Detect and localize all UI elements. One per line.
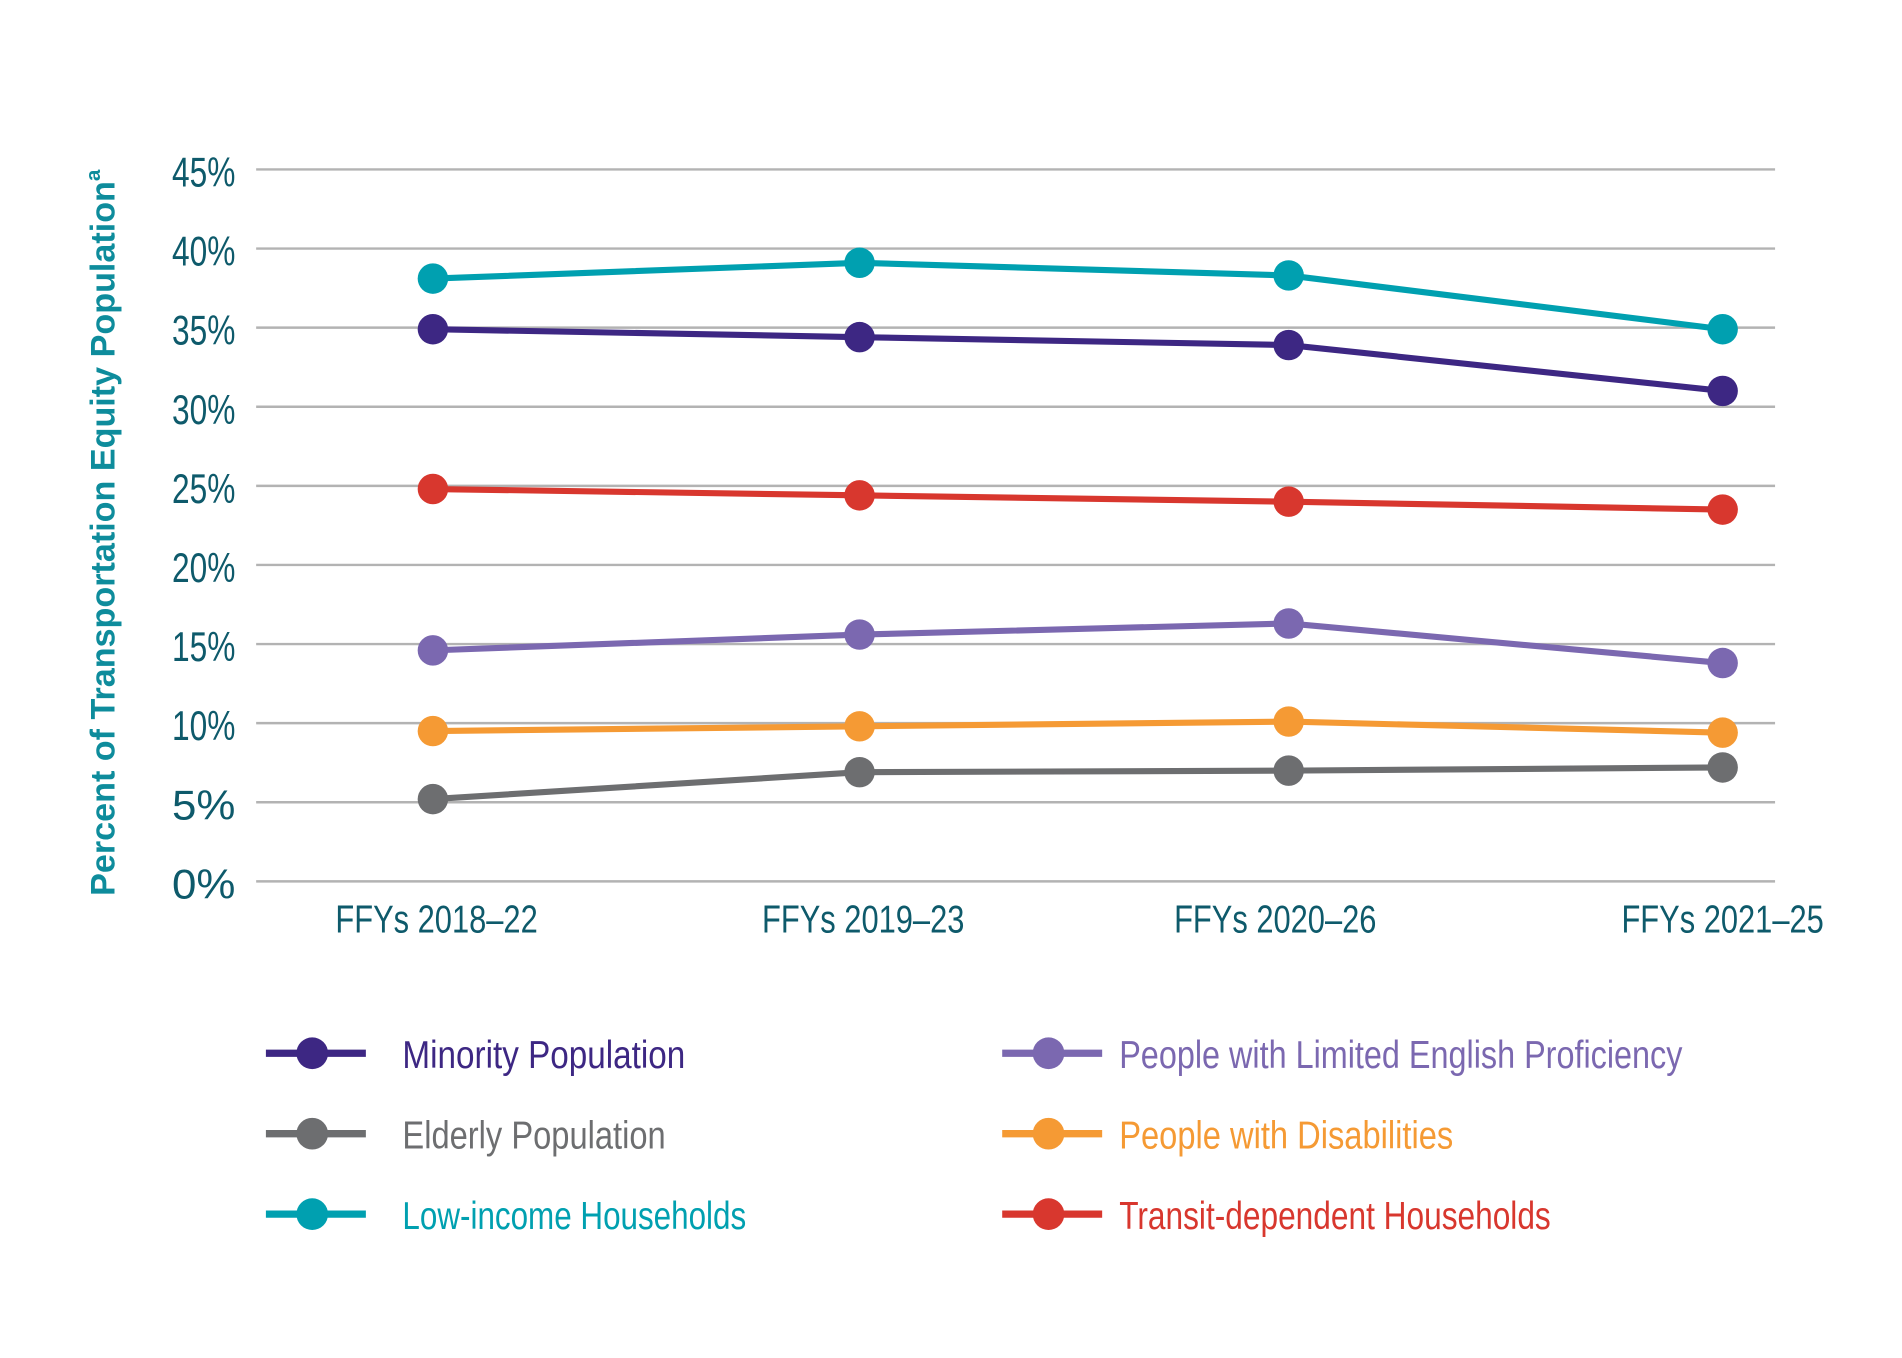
y-tick-label: 10%: [172, 702, 235, 749]
series-line: [432, 764, 1723, 803]
data-point: [1707, 752, 1738, 783]
series-line: [432, 718, 1723, 736]
legend-label: Minority Population: [402, 1034, 685, 1077]
y-tick-label: 45%: [172, 149, 235, 196]
y-tick-label: 5%: [172, 781, 235, 828]
data-point: [1273, 706, 1304, 737]
legend-label: Low-income Households: [402, 1195, 746, 1238]
data-point: [417, 263, 449, 294]
series-line: [432, 620, 1723, 667]
data-point: [1273, 329, 1304, 361]
legend-item: People with Limited English Proficiency: [1002, 1034, 1683, 1077]
legend-item: Transit-dependent Households: [1002, 1195, 1551, 1238]
data-point: [1707, 494, 1738, 525]
legend-label: Transit-dependent Households: [1119, 1195, 1551, 1238]
y-tick-label: 20%: [172, 544, 235, 591]
data-point: [1273, 608, 1304, 639]
data-point: [844, 711, 875, 742]
series-line: [432, 259, 1724, 333]
series-line: [432, 326, 1723, 394]
x-axis-ticks: FFYs 2018–22 FFYs 2019–23 FFYs 2020–26 FFYs…: [335, 899, 1823, 942]
legend-label: People with Limited English Proficiency: [1119, 1034, 1683, 1077]
data-point: [844, 756, 875, 788]
y-axis-ticks: 0% 5% 10% 15% 20% 25% 30% 35% 40% 45%: [172, 149, 235, 908]
legend-dot-icon: [296, 1037, 329, 1070]
x-tick-label: FFYs 2020–26: [1174, 899, 1376, 942]
data-point: [417, 715, 449, 747]
data-point: [1273, 486, 1304, 517]
legend-label: People with Disabilities: [1119, 1114, 1453, 1157]
data-point: [417, 635, 449, 666]
y-tick-label: 30%: [172, 386, 235, 433]
legend-dot-icon: [1032, 1198, 1065, 1231]
legend-dot-icon: [296, 1117, 329, 1150]
legend-label: Elderly Population: [402, 1114, 665, 1157]
data-point: [1707, 717, 1738, 748]
x-tick-label: FFYs 2019–23: [762, 899, 964, 942]
y-tick-label: 0%: [172, 860, 235, 907]
data-point: [844, 321, 875, 353]
legend-dot-icon: [1032, 1117, 1065, 1150]
data-point: [1707, 375, 1738, 407]
legend-dot-icon: [296, 1198, 329, 1231]
gridlines: [256, 168, 1776, 883]
data-point: [417, 473, 449, 505]
data-point: [844, 480, 875, 511]
y-tick-label: 35%: [172, 307, 235, 354]
series-lines: [417, 247, 1738, 815]
y-axis-label: Percent of Transportation Equity Populat…: [82, 169, 123, 896]
legend-item: Low-income Households: [265, 1195, 746, 1238]
data-point: [1273, 260, 1304, 291]
legend-item: Elderly Population: [265, 1114, 666, 1157]
data-point: [844, 247, 875, 279]
x-tick-label: FFYs 2018–22: [335, 899, 537, 942]
legend: Minority Population Elderly Population Low…: [265, 1034, 1683, 1238]
x-tick-label: FFYs 2021–25: [1621, 899, 1823, 942]
data-point: [1707, 313, 1738, 345]
legend-item: Minority Population: [265, 1034, 685, 1077]
y-tick-label: 25%: [172, 465, 235, 512]
y-tick-label: 40%: [172, 228, 235, 275]
data-point: [417, 313, 449, 345]
data-point: [844, 619, 875, 650]
data-point: [1273, 755, 1304, 786]
legend-item: People with Disabilities: [1002, 1114, 1453, 1157]
series-line: [432, 485, 1723, 513]
legend-dot-icon: [1032, 1037, 1065, 1070]
data-point: [417, 783, 449, 815]
data-point: [1707, 647, 1738, 679]
y-tick-label: 15%: [172, 623, 235, 670]
